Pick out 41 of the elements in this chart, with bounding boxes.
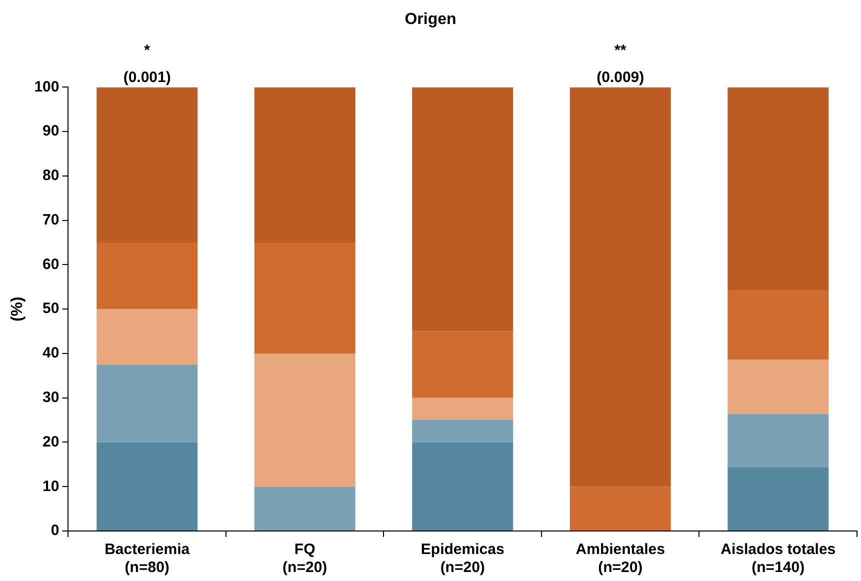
x-tick-label: Ambientales (n=20) bbox=[576, 541, 665, 576]
bar bbox=[728, 414, 829, 468]
x-tick-label: Bacteriemia (n=80) bbox=[104, 541, 190, 576]
bar bbox=[254, 87, 356, 243]
chart-title: Origen bbox=[404, 11, 456, 28]
annotation: * (0.001) bbox=[123, 42, 171, 86]
y-tick-label: 60 bbox=[42, 256, 60, 273]
bar bbox=[728, 468, 829, 530]
y-tick-label: 70 bbox=[42, 211, 60, 228]
y-tick-label: 0 bbox=[50, 522, 60, 540]
bar bbox=[254, 242, 356, 354]
bar bbox=[96, 442, 198, 530]
bar bbox=[96, 242, 198, 310]
y-tick-label: 20 bbox=[42, 433, 60, 450]
y-tick-label: 30 bbox=[42, 389, 60, 406]
bar bbox=[96, 309, 198, 365]
y-tick-label: 90 bbox=[42, 122, 60, 140]
y-axis-title: (%) bbox=[9, 296, 26, 322]
bar bbox=[728, 360, 829, 414]
bar bbox=[412, 331, 514, 398]
bar bbox=[412, 420, 514, 442]
y-tick-label: 10 bbox=[42, 478, 60, 495]
bar bbox=[254, 486, 356, 530]
bar bbox=[728, 290, 829, 360]
bar bbox=[412, 398, 514, 420]
bar bbox=[96, 87, 198, 243]
y-tick-label: 50 bbox=[42, 300, 60, 318]
y-tick-label: 100 bbox=[34, 78, 60, 96]
bar bbox=[96, 364, 198, 442]
bar bbox=[412, 87, 514, 332]
annotation: ** (0.009) bbox=[596, 42, 644, 86]
y-tick-label: 80 bbox=[42, 167, 60, 184]
bar bbox=[570, 486, 671, 530]
y-tick-label: 40 bbox=[42, 344, 60, 362]
bar bbox=[728, 87, 829, 290]
x-tick-label: FQ (n=20) bbox=[282, 541, 328, 576]
bar bbox=[254, 353, 356, 487]
bar bbox=[570, 87, 671, 487]
x-tick-label: Aislados totales (n=140) bbox=[720, 541, 836, 576]
x-tick-label: Epidemicas (n=20) bbox=[420, 541, 504, 576]
bar bbox=[412, 442, 514, 530]
